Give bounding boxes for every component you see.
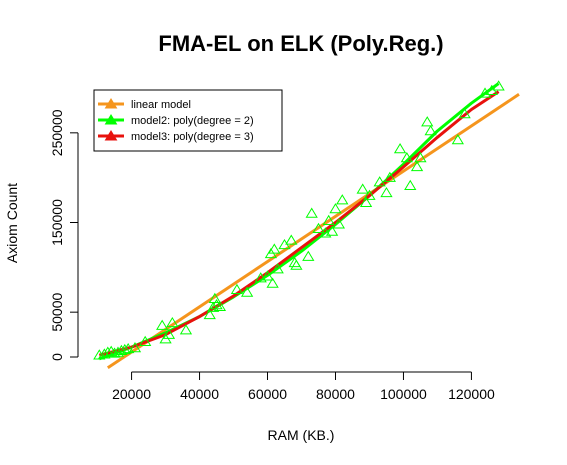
y-tick-label: 250000 (49, 109, 65, 156)
x-tick-label: 40000 (180, 386, 219, 402)
data-point (261, 270, 274, 281)
data-point (240, 286, 254, 297)
data-point (332, 218, 346, 229)
y-tick-label: 50000 (49, 292, 65, 331)
legend-label: model3: poly(degree = 3) (131, 131, 254, 143)
data-point (363, 189, 376, 200)
data-point (285, 234, 298, 245)
x-tick-label: 80000 (316, 386, 355, 402)
data-point (312, 222, 325, 234)
legend: linear model model2: poly(degree = 2) mode… (93, 89, 283, 152)
data-point (325, 225, 339, 236)
data-point (404, 179, 417, 190)
data-point (128, 342, 142, 353)
data-point (424, 125, 437, 136)
y-tick-label: 150000 (49, 199, 65, 246)
x-tick-label: 20000 (112, 386, 151, 402)
data-point (230, 283, 244, 294)
data-point (118, 343, 131, 355)
series-line-2 (98, 82, 500, 361)
x-axis-label: RAM (KB.) (268, 427, 335, 443)
data-point (101, 346, 114, 357)
data-points (93, 80, 505, 360)
data-point (380, 186, 393, 198)
data-point (203, 308, 216, 320)
legend-marker (104, 130, 118, 141)
chart-title: FMA-EL on ELK (Poly.Reg.) (158, 31, 443, 56)
x-tick-label: 100000 (380, 386, 427, 402)
data-point (268, 243, 281, 254)
data-point (451, 134, 464, 145)
data-point (213, 300, 227, 312)
data-point (393, 143, 407, 154)
data-point (166, 316, 179, 328)
x-tick-label: 60000 (248, 386, 287, 402)
legend-marker (104, 114, 118, 125)
data-point (139, 335, 152, 347)
data-point (290, 259, 303, 270)
series-line-1 (106, 93, 520, 370)
data-point (414, 151, 427, 163)
data-point (156, 319, 169, 330)
data-point (336, 194, 349, 205)
data-point (266, 277, 279, 288)
data-point (421, 116, 434, 127)
legend-label: linear model (131, 99, 191, 111)
data-point (207, 301, 220, 312)
data-point (210, 299, 223, 310)
data-point (271, 263, 284, 274)
data-point (305, 207, 318, 218)
y-axis-label: Axiom Count (4, 183, 20, 263)
legend-label: model2: poly(degree = 2) (131, 115, 254, 127)
data-point (93, 349, 106, 360)
data-point (122, 342, 135, 354)
data-point (162, 328, 176, 339)
data-point (179, 324, 193, 335)
data-point (383, 171, 396, 182)
data-point (359, 196, 373, 208)
data-point (302, 250, 315, 261)
data-point (400, 151, 413, 163)
data-point (373, 176, 386, 187)
y-tick-label: 0 (49, 353, 65, 361)
data-point (492, 80, 505, 91)
data-point (410, 160, 424, 172)
axes: 20000 40000 60000 80000 100000 120000 0 50000 15… (49, 109, 495, 402)
data-point (458, 108, 471, 119)
data-point (356, 183, 369, 194)
legend-marker (104, 98, 118, 109)
data-point (329, 203, 342, 214)
data-point (105, 345, 118, 356)
legend-box (93, 89, 283, 152)
x-tick-label: 120000 (448, 386, 495, 402)
data-point (322, 214, 335, 225)
